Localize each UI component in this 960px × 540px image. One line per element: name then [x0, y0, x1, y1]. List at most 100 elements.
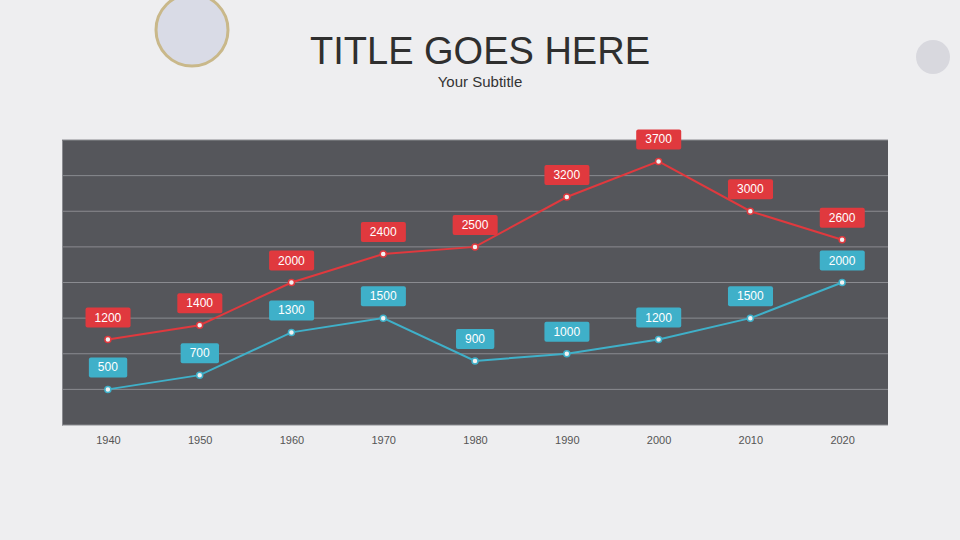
data-label-bg [820, 251, 865, 271]
point-marker [564, 194, 570, 200]
data-label-text: 2000 [278, 254, 305, 268]
x-tick: 1980 [463, 425, 487, 446]
data-label-bg [453, 215, 498, 235]
x-axis-line [63, 425, 889, 426]
x-tick: 2000 [647, 425, 671, 446]
data-label: 1200 [636, 308, 681, 328]
y-axis [62, 141, 64, 426]
x-tick: 1990 [555, 425, 579, 446]
x-tick: 2010 [739, 425, 763, 446]
point-marker [197, 372, 203, 378]
x-axis: 1940 1950 1960 1970 1980 1990 2000 2010 2020 [63, 425, 889, 446]
point-marker [380, 315, 386, 321]
data-label: 1300 [269, 300, 314, 320]
grid-line [62, 318, 888, 319]
data-label-bg [728, 286, 773, 306]
data-label: 1400 [177, 293, 222, 313]
data-label: 1500 [728, 286, 773, 306]
data-label-text: 2000 [829, 254, 856, 268]
data-label: 900 [456, 329, 494, 349]
point-marker [656, 337, 662, 343]
point-marker [288, 280, 294, 286]
grid-line [62, 211, 888, 212]
x-tick-label: 1970 [371, 434, 395, 446]
data-label-bg [269, 251, 314, 271]
data-label: 3200 [544, 165, 589, 185]
data-label-bg [181, 343, 219, 363]
data-label-text: 3700 [645, 132, 672, 146]
data-label: 1200 [86, 308, 131, 328]
data-label: 500 [89, 357, 127, 377]
data-label: 2600 [820, 208, 865, 228]
y-axis-line [62, 141, 63, 426]
point-marker [656, 158, 662, 164]
data-label-text: 2400 [370, 225, 397, 239]
data-label-bg [636, 129, 681, 149]
data-label: 3700 [636, 129, 681, 149]
grid-line [62, 175, 888, 176]
data-label-bg [361, 222, 406, 242]
point-marker [564, 351, 570, 357]
x-tick: 1970 [371, 425, 395, 446]
x-tick: 2020 [830, 425, 854, 446]
data-label-bg [636, 308, 681, 328]
data-label-bg [456, 329, 494, 349]
data-label-bg [361, 286, 406, 306]
data-label-text: 1500 [737, 289, 764, 303]
point-marker [105, 386, 111, 392]
series-line [108, 283, 842, 390]
data-label: 2400 [361, 222, 406, 242]
data-label-text: 1000 [553, 325, 580, 339]
point-marker [472, 358, 478, 364]
point-marker [472, 244, 478, 250]
point-marker [288, 329, 294, 335]
emblem [156, 0, 228, 66]
x-tick-label: 1990 [555, 434, 579, 446]
data-labels: 1200 1400 2000 2400 2500 3200 3700 3000 2600 500 7… [86, 129, 865, 377]
data-label-text: 2500 [462, 218, 489, 232]
data-label-bg [728, 179, 773, 199]
data-label-text: 2600 [829, 211, 856, 225]
point-marker [197, 322, 203, 328]
grid [62, 140, 888, 425]
data-label-text: 500 [98, 360, 118, 374]
background [0, 0, 960, 540]
data-label: 1500 [361, 286, 406, 306]
data-label: 1000 [544, 322, 589, 342]
x-tick: 1940 [96, 425, 120, 446]
data-label-bg [177, 293, 222, 313]
data-label-bg [86, 308, 131, 328]
point-marker [747, 315, 753, 321]
point-marker [105, 337, 111, 343]
data-label-text: 1300 [278, 303, 305, 317]
data-label-bg [544, 322, 589, 342]
x-tick-label: 2010 [739, 434, 763, 446]
subtitle: Your Subtitle [438, 73, 523, 90]
flag-badge [916, 40, 950, 74]
data-label: 700 [181, 343, 219, 363]
x-tick: 1950 [188, 425, 212, 446]
x-tick-label: 2020 [830, 434, 854, 446]
data-label-text: 900 [465, 332, 485, 346]
data-label: 3000 [728, 179, 773, 199]
data-label-text: 1400 [186, 296, 213, 310]
data-label-text: 1200 [95, 311, 122, 325]
data-label-bg [544, 165, 589, 185]
data-label-bg [820, 208, 865, 228]
x-tick-label: 1960 [280, 434, 304, 446]
title: TITLE GOES HERE [310, 30, 650, 72]
data-label-bg [89, 357, 127, 377]
point-marker [839, 280, 845, 286]
grid-line [62, 389, 888, 390]
data-label-text: 1200 [645, 311, 672, 325]
point-marker [839, 237, 845, 243]
plot-area [62, 140, 888, 425]
data-label-text: 700 [190, 346, 210, 360]
series-group [105, 158, 845, 392]
grid-line [62, 425, 888, 426]
data-label-bg [269, 300, 314, 320]
data-label-text: 3000 [737, 182, 764, 196]
x-tick-label: 2000 [647, 434, 671, 446]
series-line [108, 161, 842, 339]
x-tick: 1960 [280, 425, 304, 446]
